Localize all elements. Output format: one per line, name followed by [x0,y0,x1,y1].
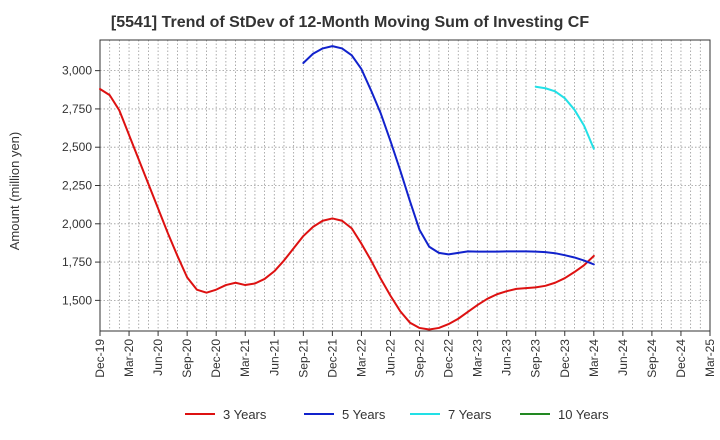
legend-label: 10 Years [558,407,609,422]
y-tick-label: 1,750 [62,255,92,269]
legend-label: 7 Years [448,407,492,422]
x-tick-label: Sep-23 [529,339,543,378]
legend-label: 5 Years [342,407,386,422]
series-lines [99,45,595,331]
x-tick-label: Dec-23 [558,339,572,378]
x-tick-label: Mar-25 [703,339,717,377]
x-tick-label: Mar-21 [238,339,252,377]
y-axis-label: Amount (million yen) [7,132,22,251]
x-tick-label: Jun-22 [383,339,397,376]
x-tick-label: Mar-22 [354,339,368,377]
x-tick-label: Dec-24 [674,339,688,378]
x-tick-label: Dec-20 [209,339,223,378]
x-tick-label: Mar-20 [122,339,136,377]
x-tick-label: Sep-24 [645,339,659,378]
series-line-7-years [534,85,595,150]
x-tick-label: Mar-24 [587,339,601,377]
x-tick-label: Jun-21 [267,339,281,376]
x-tick-label: Mar-23 [471,339,485,377]
y-tick-label: 2,500 [62,140,92,154]
x-tick-label: Dec-21 [325,339,339,378]
legend: 3 Years 5 Years 7 Years 10 Years [185,407,609,422]
x-tick-label: Sep-21 [296,339,310,378]
y-tick-label: 1,500 [62,293,92,307]
y-tick-label: 2,250 [62,179,92,193]
x-tick-label: Dec-19 [93,339,107,378]
x-tick-label: Jun-23 [500,339,514,376]
y-axis-ticks: 1,500 1,750 2,000 2,250 2,500 2,750 3,000 [62,64,100,307]
y-tick-label: 2,750 [62,102,92,116]
legend-label: 3 Years [223,407,267,422]
series-line-5-years [302,45,595,266]
y-tick-label: 2,000 [62,217,92,231]
series-line-3-years [99,88,595,331]
chart-title: [5541] Trend of StDev of 12-Month Moving… [111,14,589,31]
x-axis-ticks: Dec-19 Mar-20 Jun-20 Sep-20 Dec-20 Mar-21 Jun-… [93,331,717,378]
x-tick-label: Jun-24 [616,339,630,376]
x-tick-label: Sep-22 [413,339,427,378]
x-tick-label: Dec-22 [442,339,456,378]
grid-lines [99,40,711,331]
x-tick-label: Sep-20 [180,339,194,378]
y-tick-label: 3,000 [62,64,92,78]
x-tick-label: Jun-20 [151,339,165,376]
